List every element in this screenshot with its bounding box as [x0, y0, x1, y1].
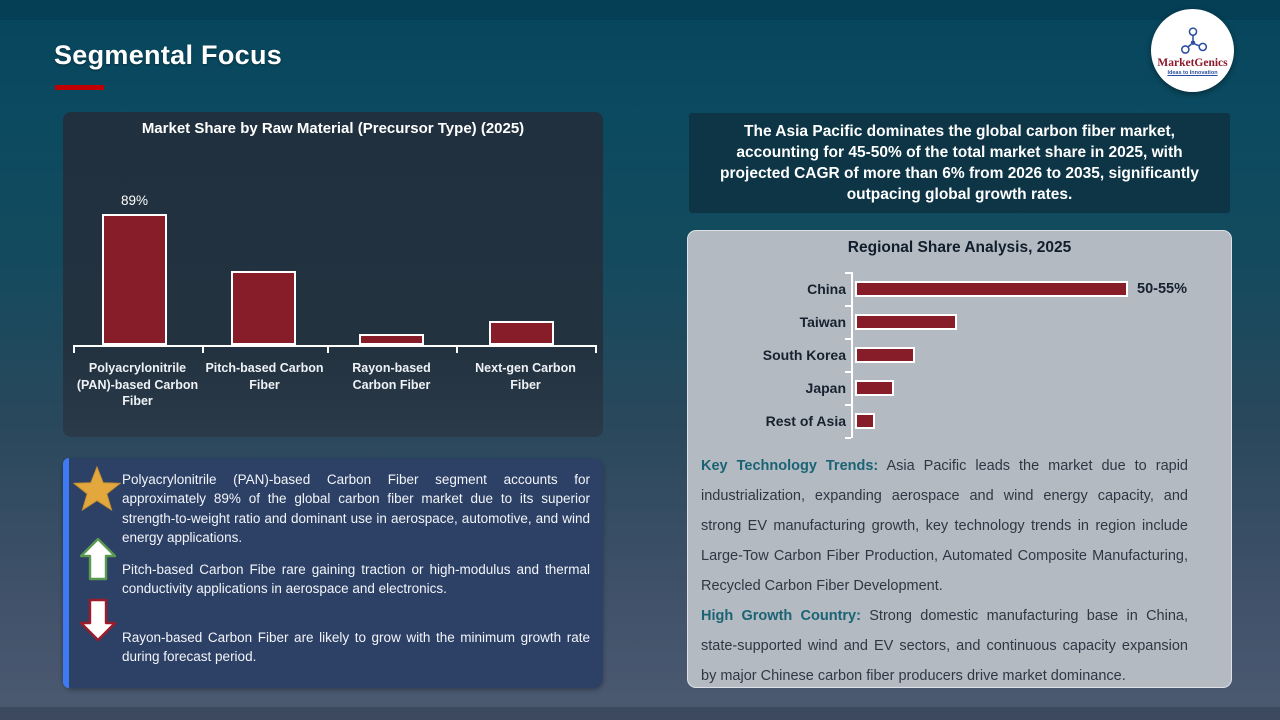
- page-title: Segmental Focus: [54, 40, 283, 70]
- star-icon: [72, 465, 122, 517]
- marketgenics-logo: MarketGenics Ideas to Innovation: [1151, 9, 1234, 92]
- axis-tick-0: [73, 347, 75, 353]
- bar-value-label: 89%: [120, 193, 149, 208]
- category-label: Polyacrylonitrile (PAN)-based Carbon Fib…: [76, 361, 199, 408]
- bar-pitch-based-carbon-fiber: [231, 271, 296, 345]
- key-takeaways-box: Polyacrylonitrile (PAN)-based Carbon Fib…: [63, 458, 603, 688]
- bar-rest-of-asia: [855, 413, 875, 429]
- high-growth-country-paragraph: High Growth Country: Strong domestic man…: [701, 601, 1188, 691]
- takeaway-rayon: Rayon-based Carbon Fiber are likely to g…: [122, 630, 590, 665]
- bar-polyacrylonitrile-pan-based-carbon-fiber: [102, 214, 167, 345]
- axis-tick-5: [845, 437, 851, 439]
- bar-next-gen-carbon-fiber: [489, 321, 554, 345]
- region-label: Taiwan: [799, 314, 846, 330]
- regional-chart-title: Regional Share Analysis, 2025: [847, 239, 1072, 256]
- axis-tick-1: [845, 305, 851, 307]
- regional-share-plot: China 50-55% Taiwan South Korea Japan Rest of…: [688, 231, 1233, 461]
- axis-tick-2: [327, 347, 329, 353]
- category-label: Pitch-based Carbon Fiber: [205, 361, 324, 392]
- bar-value-label: 50-55%: [1137, 281, 1187, 297]
- category-label: Next-gen Carbon Fiber: [475, 361, 576, 392]
- top-strip: [0, 0, 1280, 20]
- axis-tick-3: [456, 347, 458, 353]
- region-label: South Korea: [762, 347, 846, 363]
- regional-commentary: Key Technology Trends: Asia Pacific lead…: [701, 451, 1188, 691]
- logo-brand: MarketGenics: [1157, 57, 1228, 69]
- region-label: Rest of Asia: [765, 413, 846, 429]
- title-underline: [55, 85, 104, 90]
- bottom-strip: [0, 707, 1280, 720]
- accent-stripe: [63, 458, 69, 688]
- key-technology-trends-lead: Key Technology Trends:: [701, 458, 879, 474]
- high-growth-country-text: Strong domestic manufacturing base in Ch…: [701, 608, 1188, 684]
- bar-japan: [855, 380, 894, 396]
- axis-tick-0: [845, 272, 851, 274]
- molecule-icon: [1180, 27, 1207, 54]
- raw-material-chart-title: Market Share by Raw Material (Precursor …: [141, 120, 525, 137]
- axis-tick-1: [202, 347, 204, 353]
- region-label: Japan: [805, 380, 846, 396]
- logo-tagline: Ideas to Innovation: [1167, 70, 1218, 76]
- takeaway-pitch: Pitch-based Carbon Fibe rare gaining tra…: [122, 562, 590, 597]
- region-label: China: [807, 281, 846, 297]
- key-technology-trends-text: Asia Pacific leads the market due to rap…: [701, 458, 1188, 594]
- asia-pacific-highlight-box: The Asia Pacific dominates the global ca…: [689, 113, 1230, 213]
- high-growth-country-lead: High Growth Country:: [701, 608, 861, 624]
- y-axis-line: [851, 272, 853, 438]
- bar-rayon-based-carbon-fiber: [359, 334, 424, 345]
- up-arrow-icon: [79, 537, 117, 586]
- down-arrow-icon: [79, 598, 117, 647]
- regional-analysis-panel: Regional Share Analysis, 2025 China 50-55…: [687, 230, 1232, 688]
- asia-pacific-highlight-text: The Asia Pacific dominates the global ca…: [720, 123, 1199, 203]
- raw-material-plot: 89% Polyacrylonitrile (PAN)-based Carbon …: [63, 112, 603, 437]
- key-technology-trends-paragraph: Key Technology Trends: Asia Pacific lead…: [701, 451, 1188, 601]
- axis-tick-3: [845, 371, 851, 373]
- bar-south-korea: [855, 347, 915, 363]
- bar-china: [855, 281, 1128, 297]
- takeaway-pan: Polyacrylonitrile (PAN)-based Carbon Fib…: [122, 472, 590, 545]
- x-axis-line: [73, 345, 597, 347]
- category-label: Rayon-based Carbon Fiber: [352, 361, 431, 392]
- axis-tick-4: [595, 347, 597, 353]
- bar-taiwan: [855, 314, 957, 330]
- axis-tick-4: [845, 404, 851, 406]
- axis-tick-2: [845, 338, 851, 340]
- raw-material-chart-panel: Market Share by Raw Material (Precursor …: [63, 112, 603, 437]
